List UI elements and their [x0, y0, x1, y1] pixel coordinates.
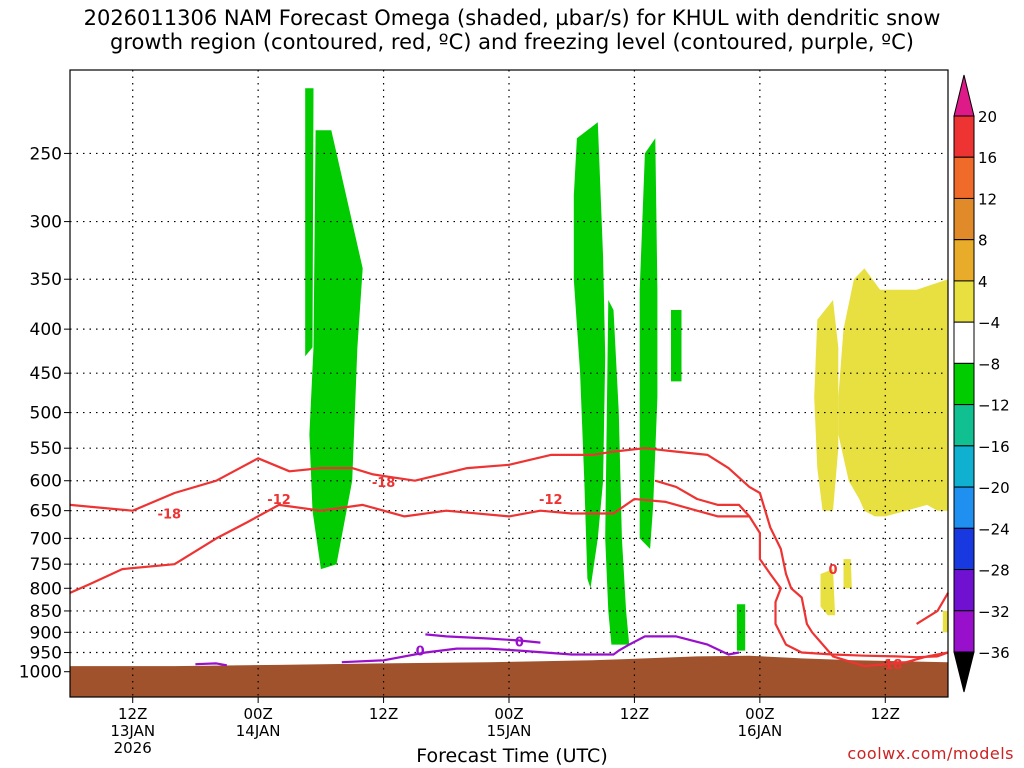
contour-label-0: -12 — [267, 493, 291, 508]
colorbar-label-1: 16 — [978, 149, 997, 167]
y-tick-label-650: 650 — [30, 502, 62, 522]
colorbar-label-3: 8 — [978, 232, 988, 250]
colorbar-swatch-9 — [953, 486, 975, 529]
title-line-2: growth region (contoured, red, ºC) and f… — [110, 30, 914, 54]
x-tick-label-30-0: 12Z — [369, 705, 398, 723]
colorbar-label-7: −12 — [978, 397, 1010, 415]
contour-label-2: -18 — [372, 476, 396, 491]
y-tick-label-450: 450 — [30, 364, 62, 384]
x-tick-label-78-0: 12Z — [871, 705, 900, 723]
terrain-fill — [70, 655, 948, 697]
colorbar-swatch-2 — [953, 197, 975, 241]
omega-region-descent-16jan-lower-a — [820, 569, 836, 616]
colorbar-swatch-10 — [953, 527, 975, 571]
chart-title: 2026011306 NAM Forecast Omega (shaded, µ… — [0, 6, 1024, 54]
y-tick-label-900: 900 — [30, 623, 62, 643]
contour-label-6: 0 — [416, 645, 425, 660]
omega-region-descent-16jan-upper — [814, 300, 839, 511]
x-tick-label-6-1: 13JAN — [110, 722, 155, 740]
contour-label-1: -18 — [158, 508, 182, 523]
colorbar-label-10: −24 — [978, 520, 1010, 538]
colorbar-label-12: −32 — [978, 603, 1010, 621]
x-tick-label-66-0: 00Z — [745, 705, 774, 723]
contour-label-3: -12 — [539, 493, 563, 508]
colorbar-label-8: −16 — [978, 438, 1010, 456]
colorbar-swatch-4 — [953, 280, 975, 323]
colorbar-swatch-6 — [953, 362, 975, 406]
x-tick-label-6-0: 12Z — [118, 705, 147, 723]
colorbar-top-arrow — [953, 74, 975, 117]
colorbar-label-5: −4 — [978, 314, 1000, 332]
colorbar-swatch-5 — [953, 321, 975, 364]
x-tick-label-18-0: 00Z — [243, 705, 272, 723]
x-tick-label-42-0: 00Z — [494, 705, 523, 723]
colorbar-label-13: −36 — [978, 644, 1010, 662]
y-tick-label-550: 550 — [30, 439, 62, 459]
omega-region-ascent-13jan-blip — [306, 257, 311, 320]
contour-isotherm-minus-18-loop — [916, 592, 949, 625]
colorbar-swatch-1 — [953, 156, 975, 199]
contour-label-7: 0 — [515, 635, 524, 650]
title-line-1: 2026011306 NAM Forecast Omega (shaded, µ… — [83, 6, 941, 30]
colorbar-swatch-11 — [953, 569, 975, 612]
x-tick-label-54-0: 12Z — [620, 705, 649, 723]
contour-isotherm-minus-12 — [69, 497, 949, 659]
y-tick-label-250: 250 — [30, 144, 62, 164]
colorbar-label-0: 20 — [978, 108, 997, 126]
omega-region-ascent-14jan-lower — [605, 300, 630, 645]
contour-freezing-level-b — [425, 633, 541, 644]
colorbar-label-11: −28 — [978, 562, 1010, 580]
y-tick-label-1000: 1000 — [19, 663, 62, 683]
y-tick-label-950: 950 — [30, 644, 62, 664]
contour-label-5: 0 — [829, 563, 838, 578]
contour-freezing-level-c — [195, 662, 227, 667]
colorbar-label-2: 12 — [978, 190, 997, 208]
omega-region-ascent-14jan-right — [671, 310, 682, 382]
source-credit: coolwx.com/models — [847, 744, 1014, 763]
y-tick-label-700: 700 — [30, 529, 62, 549]
x-tick-label-18-1: 14JAN — [236, 722, 281, 740]
y-tick-label-800: 800 — [30, 579, 62, 599]
y-tick-label-400: 400 — [30, 320, 62, 340]
colorbar-swatch-3 — [953, 239, 975, 282]
y-tick-label-600: 600 — [30, 472, 62, 492]
omega-region-descent-16jan-lower-b — [843, 559, 852, 589]
omega-region-ascent-14jan-second — [639, 138, 658, 549]
colorbar-label-9: −20 — [978, 479, 1010, 497]
y-tick-label-850: 850 — [30, 602, 62, 622]
contour-label-4: -18 — [879, 658, 903, 673]
colorbar-swatch-0 — [953, 115, 975, 158]
x-axis-label: Forecast Time (UTC) — [416, 745, 608, 767]
y-tick-label-300: 300 — [30, 213, 62, 233]
x-tick-label-42-1: 15JAN — [487, 722, 532, 740]
omega-region-descent-16jan-edge — [942, 610, 948, 633]
omega-region-ascent-13jan-night — [309, 130, 363, 570]
y-tick-label-350: 350 — [30, 270, 62, 290]
colorbar-swatch-8 — [953, 445, 975, 488]
omega-region-descent-16jan-main — [838, 268, 948, 517]
colorbar-bottom-arrow — [953, 651, 975, 693]
contour-isotherm-minus-18 — [69, 447, 949, 668]
colorbar-swatch-12 — [953, 610, 975, 653]
omega-region-ascent-15jan-night — [736, 604, 746, 651]
x-tick-label-66-1: 16JAN — [737, 722, 782, 740]
x-tick-label-6-2: 2026 — [114, 739, 152, 757]
colorbar-label-4: 4 — [978, 273, 988, 291]
colorbar-swatch-7 — [953, 404, 975, 447]
y-tick-label-500: 500 — [30, 404, 62, 424]
contour-isotherm-minus-12-arm — [654, 479, 751, 518]
y-tick-label-750: 750 — [30, 555, 62, 575]
contour-freezing-level-a — [341, 635, 740, 664]
omega-region-ascent-14jan-core — [573, 122, 606, 589]
colorbar-label-6: −8 — [978, 355, 1000, 373]
